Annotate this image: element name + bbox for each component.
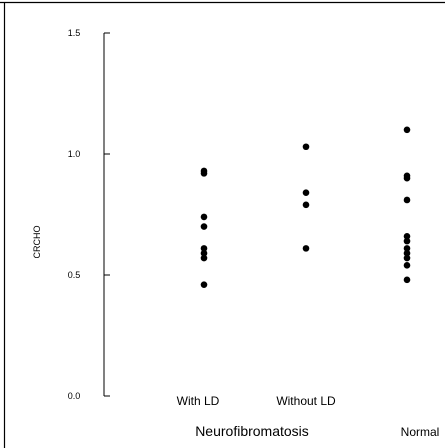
y-tick-label-2: 1.0 bbox=[68, 149, 81, 159]
data-point-without-ld-1 bbox=[302, 189, 310, 197]
y-tick-label-0: 0.0 bbox=[68, 391, 81, 401]
data-point-without-ld-3 bbox=[302, 245, 310, 252]
group-label: Neurofibromatosis bbox=[195, 423, 309, 439]
data-point-with-ld-7 bbox=[200, 281, 208, 288]
data-point-normal-4 bbox=[403, 232, 411, 240]
data-point-normal-9 bbox=[403, 262, 411, 269]
data-point-without-ld-2 bbox=[302, 201, 310, 209]
data-point-normal-3 bbox=[403, 196, 411, 204]
y-axis-ticks: 0.0 0.5 1.0 1.5 bbox=[68, 28, 110, 401]
data-point-normal-2 bbox=[403, 174, 411, 182]
y-axis-title: CRCHO bbox=[32, 226, 42, 259]
y-tick-label-3: 1.5 bbox=[68, 28, 81, 38]
data-points bbox=[200, 126, 411, 288]
data-point-with-ld-6 bbox=[200, 254, 208, 262]
data-point-normal-5 bbox=[403, 237, 411, 245]
data-point-with-ld-1 bbox=[200, 170, 208, 177]
data-point-normal-0 bbox=[403, 126, 411, 134]
data-point-normal-6 bbox=[403, 245, 411, 252]
data-point-with-ld-5 bbox=[200, 249, 208, 257]
data-point-normal-7 bbox=[403, 249, 411, 257]
data-point-with-ld-2 bbox=[200, 213, 208, 221]
data-point-with-ld-4 bbox=[200, 245, 208, 252]
category-label-with-ld: With LD bbox=[177, 394, 220, 408]
data-point-with-ld-3 bbox=[200, 223, 208, 230]
data-point-normal-10 bbox=[403, 276, 411, 284]
data-point-normal-8 bbox=[403, 254, 411, 262]
category-label-normal: Normal bbox=[401, 425, 440, 439]
category-label-without-ld: Without LD bbox=[276, 394, 336, 408]
data-point-without-ld-0 bbox=[302, 143, 310, 151]
y-tick-label-1: 0.5 bbox=[68, 270, 81, 280]
